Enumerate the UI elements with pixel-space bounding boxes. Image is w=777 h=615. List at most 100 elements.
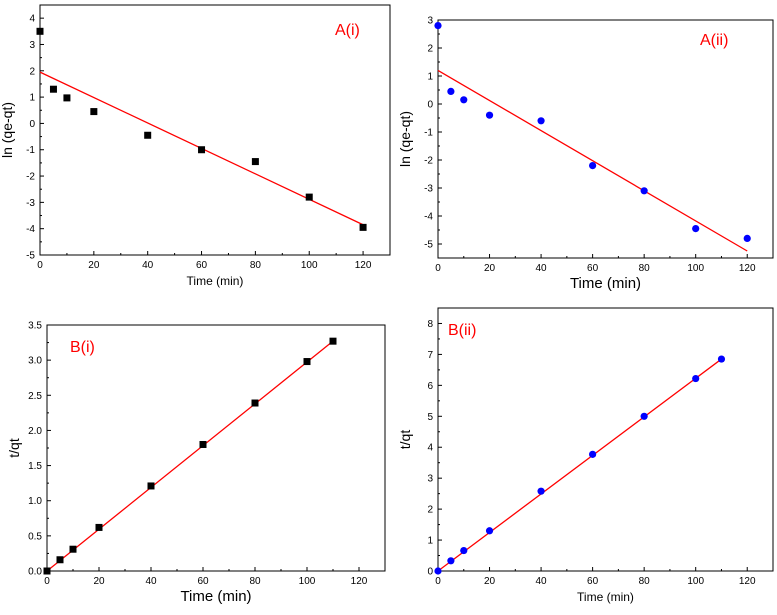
- x-tick-label: 60: [196, 260, 208, 271]
- data-point: [692, 374, 700, 383]
- data-point: [36, 27, 44, 35]
- data-point: [329, 337, 337, 345]
- plot-frame: [437, 19, 774, 259]
- x-tick-label: 0: [435, 576, 441, 587]
- y-tick-label: 3.5: [28, 321, 42, 332]
- data-point: [95, 523, 103, 531]
- y-axis-label: t/qt: [397, 430, 413, 450]
- y-tick-label: -3: [26, 198, 35, 209]
- x-tick-label: 60: [197, 576, 209, 587]
- data-point: [589, 162, 597, 170]
- x-tick-label: 0: [44, 576, 50, 587]
- data-point: [144, 131, 152, 139]
- y-tick-label: 2: [427, 505, 433, 516]
- plot-frame: [437, 307, 774, 572]
- y-tick-label: 3: [427, 16, 433, 27]
- data-point: [537, 117, 545, 125]
- x-tick-label: 100: [687, 263, 704, 274]
- y-tick-label: 6: [427, 381, 433, 392]
- fit-line: [437, 69, 748, 252]
- y-tick-label: 2: [427, 44, 433, 55]
- data-point: [69, 545, 77, 553]
- data-point: [251, 399, 259, 407]
- x-tick-label: 100: [687, 576, 704, 587]
- x-tick-label: 20: [88, 260, 100, 271]
- panel-label: B(ii): [448, 322, 476, 339]
- y-tick-label: 4: [427, 443, 433, 454]
- x-tick-label: 60: [587, 576, 599, 587]
- fit-line: [437, 358, 722, 572]
- y-tick-label: -2: [26, 172, 35, 183]
- data-point: [199, 440, 207, 448]
- data-point: [90, 108, 98, 116]
- x-tick-label: 120: [739, 576, 756, 587]
- x-tick-label: 80: [249, 576, 261, 587]
- y-axis-label: ln (qe-qt): [0, 102, 15, 158]
- x-tick-label: 40: [536, 576, 548, 587]
- y-tick-label: 3.0: [28, 356, 42, 367]
- y-axis-label: t/qt: [6, 438, 22, 458]
- y-tick-label: -1: [424, 128, 433, 139]
- y-tick-label: 3: [29, 40, 35, 51]
- data-point: [743, 234, 751, 242]
- data-point: [305, 193, 313, 201]
- data-point: [717, 355, 726, 363]
- y-tick-label: -3: [424, 184, 433, 195]
- panel-label: B(i): [70, 339, 95, 356]
- x-axis-label: Time (min): [180, 588, 251, 605]
- data-point: [447, 557, 455, 565]
- data-point: [434, 567, 442, 575]
- y-tick-label: 5: [427, 412, 433, 423]
- plot-frame: [46, 324, 386, 572]
- panel-bi: 0 20 40 60 80 100 120 0.0 0.5 1.0 1.5 2.0 2.5 3.0 3.5 T…: [6, 321, 386, 605]
- x-tick-label: 20: [93, 576, 105, 587]
- y-tick-label: 1: [29, 93, 35, 104]
- y-tick-label: 1: [427, 536, 433, 547]
- x-tick-label: 80: [250, 260, 262, 271]
- y-tick-label: 0.5: [28, 531, 42, 542]
- panel-ai: 0 20 40 60 80 100 120 -5 -4 -3 -2 -1 0 1 2 3 4 Time (min)…: [0, 4, 391, 288]
- y-tick-label: -4: [424, 212, 433, 223]
- y-tick-label: 4: [29, 14, 35, 25]
- data-point: [692, 225, 700, 233]
- y-tick-label: 3: [427, 474, 433, 485]
- y-tick-label: 0: [427, 100, 433, 111]
- x-axis-label: Time (min): [187, 274, 244, 288]
- y-tick-label: 2.5: [28, 391, 42, 402]
- x-tick-label: 0: [37, 260, 43, 271]
- x-tick-label: 40: [536, 263, 548, 274]
- data-point: [56, 556, 64, 564]
- y-tick-label: 7: [427, 350, 433, 361]
- data-point: [485, 111, 494, 119]
- y-tick-label: 0.0: [28, 567, 42, 578]
- y-tick-label: -2: [424, 156, 433, 167]
- data-point: [63, 94, 71, 102]
- x-tick-label: 20: [484, 263, 496, 274]
- panel-aii: 0 20 40 60 80 100 120 -5 -4 -3 -2 -1 0 1 2 3 Time (min) l…: [397, 16, 774, 292]
- y-tick-label: 1.0: [28, 496, 42, 507]
- x-tick-label: 40: [145, 576, 157, 587]
- data-point: [198, 146, 206, 154]
- x-tick-label: 80: [639, 263, 651, 274]
- data-point: [43, 567, 51, 575]
- data-point: [447, 87, 455, 95]
- y-tick-label: -5: [424, 240, 433, 251]
- data-point: [303, 358, 311, 366]
- x-tick-label: 80: [639, 576, 651, 587]
- y-tick-label: -1: [26, 145, 35, 156]
- data-point: [147, 482, 155, 490]
- data-point: [434, 22, 442, 30]
- y-tick-label: 1.5: [28, 461, 42, 472]
- data-point: [640, 412, 648, 420]
- data-point: [359, 223, 367, 231]
- plot-frame: [39, 4, 391, 256]
- panel-label: A(ii): [700, 32, 728, 49]
- x-tick-label: 0: [435, 263, 441, 274]
- data-point: [49, 85, 57, 93]
- y-tick-label: -4: [26, 224, 35, 235]
- x-tick-label: 100: [301, 260, 318, 271]
- y-tick-label: 1: [427, 72, 433, 83]
- x-tick-label: 60: [587, 263, 599, 274]
- data-point: [251, 158, 259, 166]
